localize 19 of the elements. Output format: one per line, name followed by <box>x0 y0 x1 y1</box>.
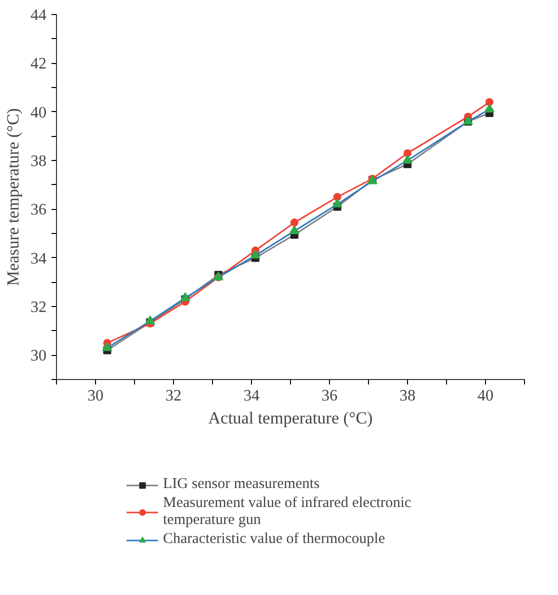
y-tick-label: 38 <box>30 153 46 170</box>
x-tick-label: 32 <box>166 388 182 404</box>
x-tick-label: 40 <box>478 388 494 404</box>
x-axis-title: Actual temperature (°C) <box>208 408 373 428</box>
legend-label: Characteristic value of thermocouple <box>163 531 385 548</box>
y-tick-label: 34 <box>30 250 46 268</box>
y-tick-label: 32 <box>30 299 46 316</box>
y-tick-label: 42 <box>30 56 46 73</box>
y-axis-title: Measure temperature (°C) <box>4 108 22 286</box>
legend-label: LIG sensor measurements <box>163 476 320 493</box>
y-tick-label: 40 <box>30 104 46 122</box>
y-tick-label: 36 <box>30 202 46 219</box>
y-tick-label: 44 <box>30 7 46 24</box>
legend-label: Measurement value of infrared electronic temperature gun <box>163 495 412 529</box>
x-tick-label: 38 <box>400 388 416 404</box>
x-tick-label: 36 <box>322 388 338 404</box>
y-tick-label: 30 <box>30 348 46 365</box>
x-tick-label: 34 <box>244 388 260 404</box>
x-tick-label: 30 <box>88 388 104 404</box>
